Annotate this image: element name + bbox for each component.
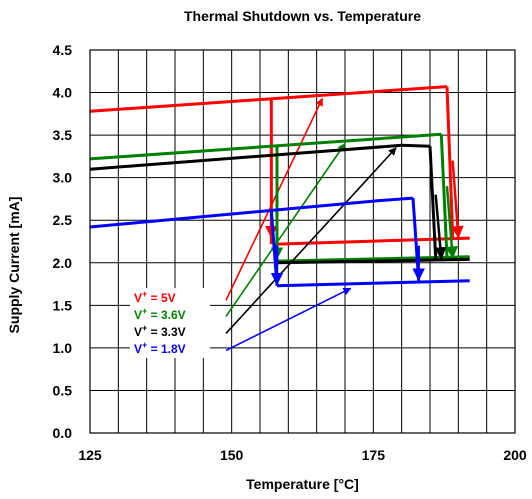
series-pointer-arrow (225, 97, 324, 301)
legend: V+ = 5VV+ = 3.6VV+ = 3.3VV+ = 1.8V (130, 288, 210, 358)
series-cooling-line (276, 279, 470, 288)
y-tick-label: 1.0 (53, 340, 73, 356)
plot-area (90, 50, 515, 433)
series-drop-arrow (434, 194, 447, 260)
series-shutdown-line (428, 146, 438, 259)
y-tick-label: 3.0 (53, 170, 73, 186)
legend-entry: V+ = 3.3V (134, 323, 186, 339)
y-tick-label: 0.0 (53, 425, 73, 441)
legend-entry: V+ = 3.6V (134, 306, 186, 322)
legend-entry: V+ = 5V (134, 289, 176, 305)
series-cooling-line (276, 257, 470, 265)
series-drop-arrow (445, 186, 459, 259)
series-layer (89, 85, 470, 352)
y-tick-label: 3.5 (53, 127, 73, 143)
y-tick-label: 2.0 (53, 255, 73, 271)
series-heating-line (89, 143, 431, 171)
series-pointer-arrow (225, 142, 346, 317)
series-heating-line (89, 196, 414, 229)
x-tick-label: 150 (220, 447, 244, 463)
series-pointer-arrow (225, 147, 397, 334)
y-tick-label: 0.5 (53, 382, 73, 398)
legend-entry: V+ = 1.8V (134, 340, 186, 356)
series-pointer-arrow (225, 287, 352, 352)
series-drop-arrow (451, 160, 464, 239)
y-tick-label: 4.5 (53, 42, 73, 58)
series-heating-line (89, 132, 442, 161)
x-tick-label: 175 (362, 447, 386, 463)
axes: 125 150 175 200 0.0 0.5 1.0 1.5 2.0 2.5 3.0 3.5 4.0 4… (53, 42, 527, 463)
x-tick-label: 125 (78, 447, 102, 463)
chart-title: Thermal Shutdown vs. Temperature (183, 8, 421, 24)
series-shutdown-line (445, 86, 455, 238)
plot-frame (89, 49, 516, 434)
y-tick-label: 4.0 (53, 85, 73, 101)
series-heating-line (89, 85, 448, 113)
x-tick-label: 200 (503, 447, 527, 463)
y-tick-label: 1.5 (53, 297, 73, 313)
legend-box (130, 288, 210, 358)
x-axis-label: Temperature [°C] (246, 476, 359, 492)
series-shutdown-line (439, 134, 449, 258)
y-tick-label: 2.5 (53, 212, 73, 228)
